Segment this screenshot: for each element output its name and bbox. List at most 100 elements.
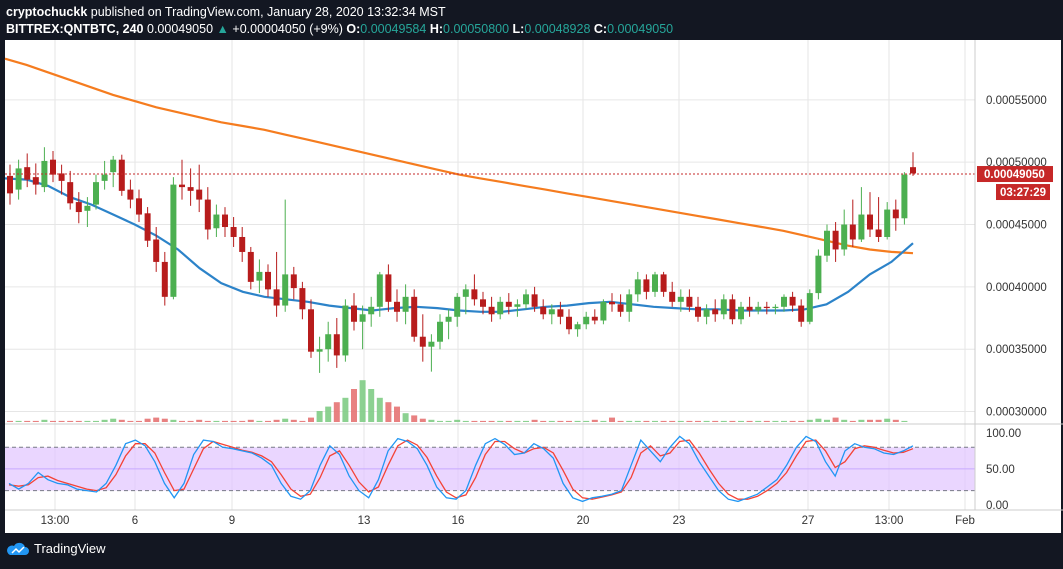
candle-body [523, 294, 529, 305]
volume-bar [686, 420, 693, 422]
volume-bar [368, 389, 375, 422]
candle-body [677, 296, 684, 302]
volume-bar [187, 420, 194, 422]
volume-bar [738, 420, 744, 422]
low-label: L: [512, 22, 525, 36]
candle-body [437, 321, 443, 342]
published-text: published on TradingView.com, January 28… [90, 5, 446, 19]
volume-bar [574, 420, 581, 422]
last-price: 0.00049050 [147, 22, 214, 36]
volume-bar [15, 420, 22, 422]
time-tick-label: 13:00 [875, 515, 904, 527]
volume-bar [763, 420, 770, 422]
volume-bar [832, 417, 839, 422]
volume-bar [471, 420, 478, 422]
candle-body [67, 182, 74, 204]
volume-bar [170, 419, 177, 422]
candle-body [806, 293, 813, 322]
candle-body [144, 213, 151, 241]
volume-bar [755, 420, 762, 422]
price-chart[interactable]: 0.000550000.000500000.000450000.00040000… [0, 40, 1063, 533]
volume-bar [591, 419, 598, 422]
volume-bar [256, 420, 263, 422]
time-tick-label: 13 [358, 515, 371, 527]
volume-bar [892, 419, 899, 422]
candle-body [841, 224, 848, 250]
volume-bar [50, 420, 56, 422]
candle-body [402, 296, 409, 312]
candle-body [497, 301, 504, 315]
candle-body [729, 299, 736, 320]
candle-body [720, 299, 727, 315]
candle-body [712, 309, 719, 315]
candle-body [204, 199, 211, 230]
volume-bar [677, 420, 684, 422]
volume-bar [462, 420, 469, 422]
volume-bar [161, 418, 168, 422]
candle-body [643, 279, 650, 292]
volume-bar [325, 406, 332, 422]
volume-bar [505, 420, 512, 422]
volume-bar [437, 420, 443, 422]
volume-bar [93, 420, 99, 422]
footer: TradingView [0, 533, 1063, 569]
volume-bar [7, 420, 13, 422]
symbol-label[interactable]: BITTREX:QNTBTC, 240 [6, 22, 144, 36]
volume-bar [385, 402, 392, 422]
volume-bar [179, 420, 185, 422]
candle-body [634, 279, 641, 295]
volume-bar [789, 420, 796, 422]
volume-bar [815, 418, 822, 422]
candle-body [50, 159, 56, 175]
time-tick-label: 20 [577, 515, 590, 527]
candle-body [480, 299, 486, 307]
last-price-tag [977, 166, 1053, 183]
candle-body [660, 274, 667, 292]
volume-bar [359, 380, 366, 422]
volume-bar [282, 418, 289, 422]
candle-body [531, 294, 538, 307]
candle-body [574, 324, 581, 330]
candle-body [428, 341, 435, 347]
volume-bar [273, 419, 280, 422]
time-tick-label: 23 [673, 515, 686, 527]
volume-bar [402, 413, 409, 422]
author-name[interactable]: cryptochuckk [6, 5, 88, 19]
candle-body [247, 251, 254, 282]
candle-body [557, 309, 564, 317]
volume-bar [806, 419, 813, 422]
candle-body [626, 294, 633, 312]
publish-info: cryptochuckk published on TradingView.co… [6, 5, 446, 19]
volume-bar [497, 420, 504, 422]
volume-bar [531, 419, 538, 422]
change-up-icon: ▲ [216, 22, 229, 36]
candle-body [187, 187, 194, 191]
candle-body [609, 301, 615, 305]
stoch-tick-label: 0.00 [986, 500, 1008, 512]
volume-bar [729, 420, 736, 422]
candlesticks [7, 147, 916, 373]
volume-bar [32, 420, 39, 422]
volume-bar [411, 415, 418, 422]
candle-body [93, 182, 99, 205]
volume-bar [557, 420, 564, 422]
volume-bar [609, 417, 615, 422]
candle-body [763, 306, 770, 309]
candle-body [368, 306, 375, 315]
candle-body [58, 173, 65, 181]
candle-body [824, 230, 830, 256]
candle-body [24, 167, 31, 180]
candle-body [84, 205, 91, 211]
time-tick-label: 27 [802, 515, 815, 527]
price-tick-label: 0.00045000 [986, 220, 1047, 232]
volume-bar [600, 420, 607, 422]
candle-body [548, 309, 555, 315]
stoch-rsi-panel [5, 423, 1063, 503]
last-price-tag-label: 0.00049050 [984, 169, 1045, 181]
candle-body [118, 159, 125, 191]
candle-body [540, 306, 547, 315]
candle-body [772, 306, 779, 309]
time-tick-label: 13:00 [41, 515, 70, 527]
time-tick-label: 9 [229, 515, 235, 527]
tradingview-logo[interactable]: TradingView [6, 541, 106, 556]
